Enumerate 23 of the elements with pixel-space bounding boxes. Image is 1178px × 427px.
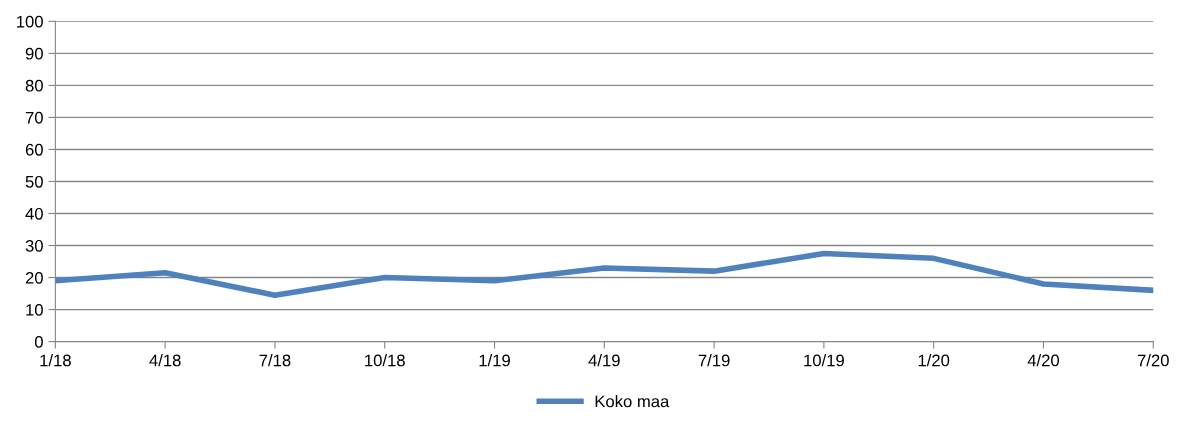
x-tick-label: 1/18 xyxy=(40,354,71,367)
y-tick-label: 30 xyxy=(25,239,43,252)
x-tick-label: 7/18 xyxy=(259,354,291,367)
y-tick-label: 90 xyxy=(25,47,43,60)
y-tick-label: 70 xyxy=(25,111,43,124)
y-tick-label: 10 xyxy=(26,303,43,316)
x-tick-label: 7/20 xyxy=(1137,354,1169,367)
y-tick-label: 100 xyxy=(17,15,43,28)
y-tick-label: 60 xyxy=(25,143,43,156)
x-tick-label: 10/19 xyxy=(804,354,844,367)
y-tick-label: 40 xyxy=(25,207,43,220)
x-tick-label: 4/19 xyxy=(588,354,620,367)
x-tick-label: 7/19 xyxy=(698,354,730,367)
x-tick-label: 4/18 xyxy=(149,354,181,367)
y-tick-label: 20 xyxy=(25,271,43,284)
y-tick-label: 50 xyxy=(25,175,43,188)
x-tick-label: 4/20 xyxy=(1027,354,1060,367)
y-tick-label: 0 xyxy=(34,336,43,348)
x-tick-label: 10/18 xyxy=(365,354,405,367)
x-tick-label: 1/19 xyxy=(479,354,510,367)
x-tick-label: 1/20 xyxy=(918,354,950,367)
legend-label: Koko maa xyxy=(595,395,670,408)
y-tick-label: 80 xyxy=(25,79,43,92)
